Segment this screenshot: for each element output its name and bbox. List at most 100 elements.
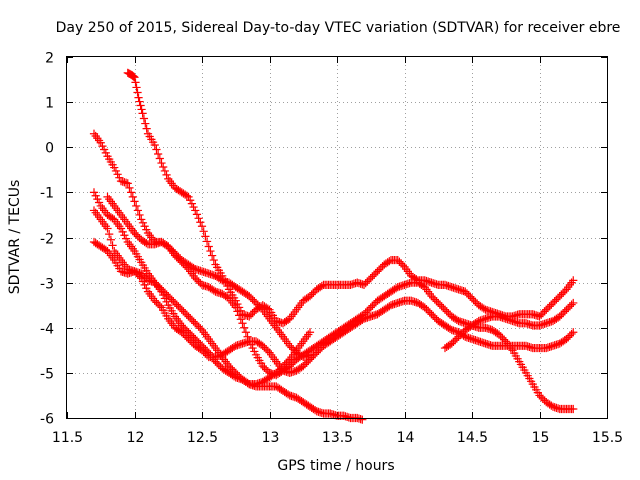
data-point <box>452 315 461 324</box>
data-point <box>187 338 196 347</box>
data-point <box>194 322 203 331</box>
data-point <box>375 265 384 274</box>
data-point <box>305 328 315 337</box>
data-point <box>135 210 144 220</box>
data-point <box>93 195 102 204</box>
data-point <box>199 347 208 357</box>
data-point <box>472 318 482 327</box>
data-point <box>154 299 163 309</box>
data-point <box>179 323 188 332</box>
data-point <box>559 308 568 318</box>
data-point <box>169 297 178 306</box>
data-point <box>224 362 234 371</box>
data-point <box>537 393 546 402</box>
data-point <box>177 305 186 314</box>
data-point <box>451 336 460 345</box>
data-point <box>542 305 551 314</box>
data-point <box>167 295 176 304</box>
data-point <box>150 278 159 287</box>
data-point <box>287 360 296 369</box>
data-point <box>105 230 114 239</box>
data-point <box>358 415 367 424</box>
data-point <box>263 346 272 355</box>
data-point <box>445 324 455 333</box>
data-point <box>420 303 429 312</box>
data-point <box>235 372 244 381</box>
data-point <box>154 149 163 159</box>
data-point <box>196 324 205 333</box>
data-point <box>316 345 325 354</box>
data-point <box>246 310 256 319</box>
data-point <box>494 330 504 339</box>
data-point <box>540 307 549 316</box>
x-tick-label: 11.5 <box>52 430 83 446</box>
y-tick-label: 1 <box>45 96 54 112</box>
data-point <box>456 330 465 340</box>
data-point <box>182 326 191 335</box>
data-point <box>152 298 161 307</box>
data-point <box>192 320 202 330</box>
data-point <box>206 246 215 256</box>
y-tick-label: -2 <box>40 232 54 248</box>
data-point <box>305 350 315 359</box>
data-point <box>184 334 193 344</box>
x-tick-label: 15.5 <box>592 430 623 446</box>
data-point <box>569 328 578 337</box>
data-point <box>263 304 272 313</box>
data-point <box>243 378 252 388</box>
data-point <box>132 268 141 278</box>
data-point <box>364 275 374 284</box>
data-point <box>569 276 578 285</box>
data-point <box>184 328 193 337</box>
data-point <box>137 215 146 224</box>
data-point <box>498 333 507 343</box>
data-point <box>131 78 140 87</box>
data-point <box>135 97 144 106</box>
data-point <box>466 292 475 301</box>
data-point <box>425 308 434 317</box>
data-point <box>132 201 141 211</box>
data-point <box>229 342 239 352</box>
data-point <box>280 360 289 369</box>
data-point <box>189 317 198 326</box>
data-point <box>159 162 168 172</box>
data-point <box>209 255 218 265</box>
data-point <box>559 288 568 297</box>
data-point <box>189 333 198 342</box>
data-point <box>552 295 561 304</box>
data-point <box>202 237 212 246</box>
data-point <box>179 307 188 316</box>
data-point <box>370 299 379 309</box>
data-point <box>289 358 298 367</box>
data-point <box>231 368 240 377</box>
data-point <box>370 270 379 279</box>
data-point <box>548 298 558 308</box>
data-point <box>192 275 202 284</box>
data-point <box>160 288 169 297</box>
y-tick-label: -6 <box>40 412 54 428</box>
data-point <box>167 245 176 255</box>
plot-frame <box>66 56 608 419</box>
data-point <box>162 297 171 306</box>
data-point <box>182 191 191 200</box>
data-point <box>201 349 210 358</box>
data-point <box>538 394 547 403</box>
data-point <box>138 277 148 286</box>
data-point <box>192 210 202 219</box>
data-point <box>454 332 463 341</box>
data-point <box>299 362 308 371</box>
data-point <box>317 281 326 291</box>
data-point <box>186 329 195 339</box>
data-point <box>358 315 367 324</box>
data-point <box>155 283 164 292</box>
data-point <box>174 302 183 311</box>
data-point <box>366 303 375 312</box>
data-point <box>172 300 181 309</box>
data-point <box>255 302 264 311</box>
data-point <box>258 362 267 371</box>
data-point <box>376 263 385 273</box>
data-point <box>240 323 249 332</box>
data-point <box>133 88 142 97</box>
data-point <box>197 222 207 231</box>
